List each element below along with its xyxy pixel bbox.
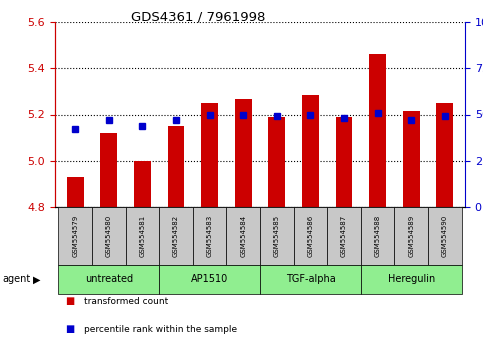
Bar [134, 161, 151, 207]
Bar [437, 103, 453, 207]
Text: GSM554581: GSM554581 [140, 215, 145, 257]
Bar [327, 207, 361, 265]
Bar [193, 207, 227, 265]
Bar [260, 265, 361, 294]
Text: Heregulin: Heregulin [387, 274, 435, 285]
Bar [100, 133, 117, 207]
Text: AP1510: AP1510 [191, 274, 228, 285]
Bar [269, 117, 285, 207]
Bar [168, 126, 185, 207]
Bar [235, 99, 252, 207]
Text: GSM554587: GSM554587 [341, 215, 347, 257]
Bar [159, 207, 193, 265]
Bar [126, 207, 159, 265]
Text: ▶: ▶ [33, 274, 41, 285]
Bar [361, 265, 462, 294]
Text: GSM554589: GSM554589 [408, 215, 414, 257]
Bar [395, 207, 428, 265]
Text: ■: ■ [65, 296, 74, 306]
Text: GSM554579: GSM554579 [72, 215, 78, 257]
Text: ■: ■ [65, 324, 74, 335]
Text: GSM554583: GSM554583 [207, 215, 213, 257]
Text: GSM554586: GSM554586 [307, 215, 313, 257]
Text: GSM554580: GSM554580 [106, 215, 112, 257]
Bar [336, 117, 353, 207]
Bar [369, 55, 386, 207]
Bar [294, 207, 327, 265]
Bar [403, 111, 420, 207]
Bar [58, 207, 92, 265]
Text: GSM554588: GSM554588 [375, 215, 381, 257]
Text: GSM554590: GSM554590 [442, 215, 448, 257]
Bar [227, 207, 260, 265]
Text: TGF-alpha: TGF-alpha [285, 274, 335, 285]
Bar [260, 207, 294, 265]
Bar [361, 207, 395, 265]
Text: untreated: untreated [85, 274, 133, 285]
Bar [159, 265, 260, 294]
Bar [92, 207, 126, 265]
Text: agent: agent [2, 274, 30, 285]
Text: GSM554585: GSM554585 [274, 215, 280, 257]
Bar [201, 103, 218, 207]
Text: GSM554582: GSM554582 [173, 215, 179, 257]
Text: GDS4361 / 7961998: GDS4361 / 7961998 [131, 11, 266, 24]
Text: GSM554584: GSM554584 [240, 215, 246, 257]
Text: transformed count: transformed count [84, 297, 168, 306]
Bar [58, 265, 159, 294]
Bar [67, 177, 84, 207]
Text: percentile rank within the sample: percentile rank within the sample [84, 325, 237, 334]
Bar [428, 207, 462, 265]
Bar [302, 95, 319, 207]
